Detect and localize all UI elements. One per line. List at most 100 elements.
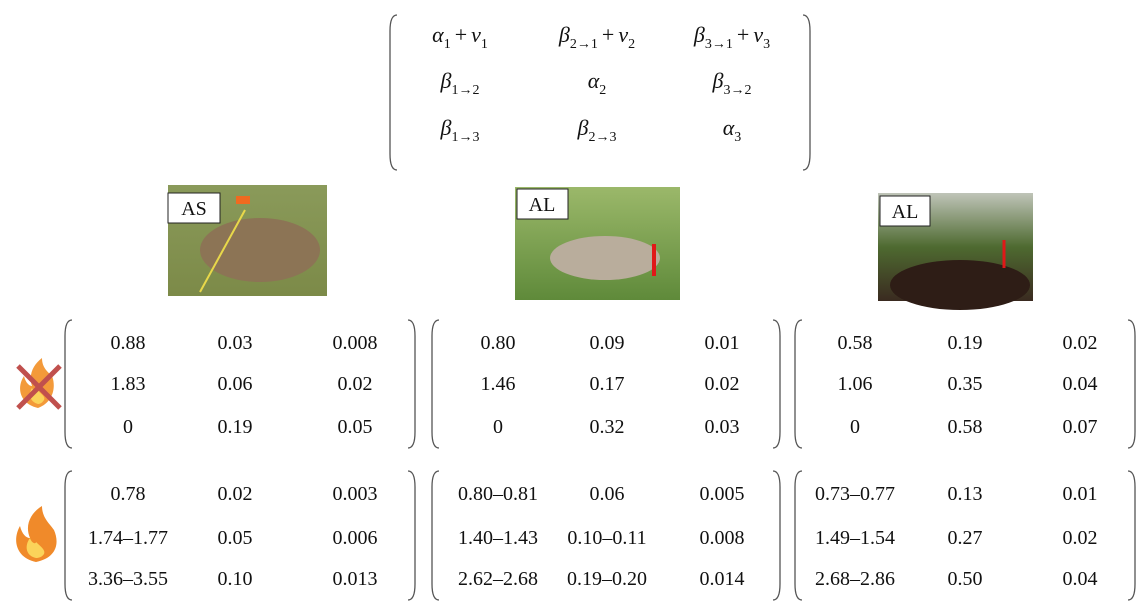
matrix-value: 0.06 [218, 373, 253, 395]
matrix-value: 0.04 [1063, 373, 1098, 395]
matrix-value: 2.68–2.86 [815, 568, 895, 590]
matrix-value: 0.10–0.11 [567, 527, 646, 549]
symbol: ν [618, 22, 628, 47]
subscript: 2→3 [588, 130, 616, 145]
site-label: AL [529, 194, 556, 216]
matrix-value: 0.02 [1063, 527, 1098, 549]
symbol: α [588, 68, 600, 93]
bracket [773, 320, 780, 448]
matrix-value: 0.58 [948, 416, 983, 438]
matrix-value: 0.003 [333, 483, 378, 505]
matrix-entry: β3→1+ν3 [693, 22, 770, 52]
matrix-value: 0.19 [948, 332, 983, 354]
bracket [65, 471, 72, 600]
matrix-value: 0.19–0.20 [567, 568, 647, 590]
symbol: β [558, 22, 570, 47]
bracket [1128, 471, 1135, 600]
matrix-entry: β1→2 [440, 68, 480, 98]
subscript: 3 [734, 130, 741, 145]
bracket [408, 471, 415, 600]
matrix-value: 0.32 [590, 416, 625, 438]
matrix-value: 1.46 [481, 373, 516, 395]
matrix-value: 0.80–0.81 [458, 483, 538, 505]
matrix-value: 0.05 [218, 527, 253, 549]
matrix-value: 0.07 [1063, 416, 1098, 438]
matrix-value: 0.02 [1063, 332, 1098, 354]
matrix-value: 0.50 [948, 568, 983, 590]
matrix-value: 1.74–1.77 [88, 527, 168, 549]
subscript: 1→3 [451, 130, 479, 145]
matrix-value: 0.09 [590, 332, 625, 354]
unburned-icon [18, 358, 60, 408]
matrix-value: 0.013 [333, 568, 378, 590]
symbol: β [577, 115, 589, 140]
matrix-entry: β2→3 [577, 115, 617, 145]
site-label: AS [181, 198, 207, 220]
matrix-value: 0.005 [700, 483, 745, 505]
bracket [390, 15, 397, 170]
matrix-value: 0.04 [1063, 568, 1098, 590]
matrix-value: 0.19 [218, 416, 253, 438]
matrix-value: 0 [123, 416, 133, 438]
subscript: 1→2 [451, 83, 479, 98]
symbol: α [432, 22, 444, 47]
subscript: 3→1 [705, 37, 733, 52]
site-label: AL [892, 201, 919, 223]
matrix-value: 1.40–1.43 [458, 527, 538, 549]
symbol: β [693, 22, 705, 47]
matrix-value: 0.01 [705, 332, 740, 354]
symbol: α [723, 115, 735, 140]
matrix-value: 1.49–1.54 [815, 527, 895, 549]
bracket [795, 320, 802, 448]
subscript: 1 [481, 37, 488, 52]
matrix-value: 0.17 [590, 373, 625, 395]
operator: + [455, 22, 467, 47]
symbol: ν [471, 22, 481, 47]
matrix-value: 3.36–3.55 [88, 568, 168, 590]
matrix-entry: β1→3 [440, 115, 480, 145]
matrix-entry: β3→2 [712, 68, 752, 98]
matrix-value: 0.014 [700, 568, 745, 590]
matrix-value: 0.78 [111, 483, 146, 505]
matrix-value: 0.35 [948, 373, 983, 395]
symbol: β [712, 68, 724, 93]
bracket [408, 320, 415, 448]
bracket [432, 320, 439, 448]
matrix-value: 2.62–2.68 [458, 568, 538, 590]
bracket [803, 15, 810, 170]
matrix-value: 0.27 [948, 527, 983, 549]
subscript: 2 [599, 83, 606, 98]
matrix-value: 0.02 [338, 373, 373, 395]
burned-icon [16, 506, 56, 562]
matrix-value: 0 [850, 416, 860, 438]
subscript: 3→2 [723, 83, 751, 98]
matrix-value: 0.13 [948, 483, 983, 505]
matrix-value: 0 [493, 416, 503, 438]
subscript: 2→1 [570, 37, 598, 52]
subscript: 2 [628, 37, 635, 52]
matrix-value: 0.02 [218, 483, 253, 505]
matrix-value: 0.05 [338, 416, 373, 438]
matrix-value: 0.88 [111, 332, 146, 354]
matrix-value: 0.008 [700, 527, 745, 549]
matrix-value: 0.03 [705, 416, 740, 438]
matrix-value: 0.006 [333, 527, 378, 549]
matrix-value: 1.06 [838, 373, 873, 395]
matrix-value: 0.008 [333, 332, 378, 354]
symbol: ν [753, 22, 763, 47]
bracket [65, 320, 72, 448]
subscript: 3 [763, 37, 770, 52]
matrix-entry: α1+ν1 [432, 22, 488, 52]
matrix-entry: α3 [723, 115, 742, 145]
symbol: β [440, 115, 452, 140]
matrix-value: 0.58 [838, 332, 873, 354]
bracket [1128, 320, 1135, 448]
operator: + [602, 22, 614, 47]
bracket [795, 471, 802, 600]
matrix-entry: α2 [588, 68, 607, 98]
matrix-entry: β2→1 +ν2 [558, 22, 635, 52]
matrix-value: 0.10 [218, 568, 253, 590]
matrix-value: 0.01 [1063, 483, 1098, 505]
bracket [773, 471, 780, 600]
matrix-value: 0.02 [705, 373, 740, 395]
